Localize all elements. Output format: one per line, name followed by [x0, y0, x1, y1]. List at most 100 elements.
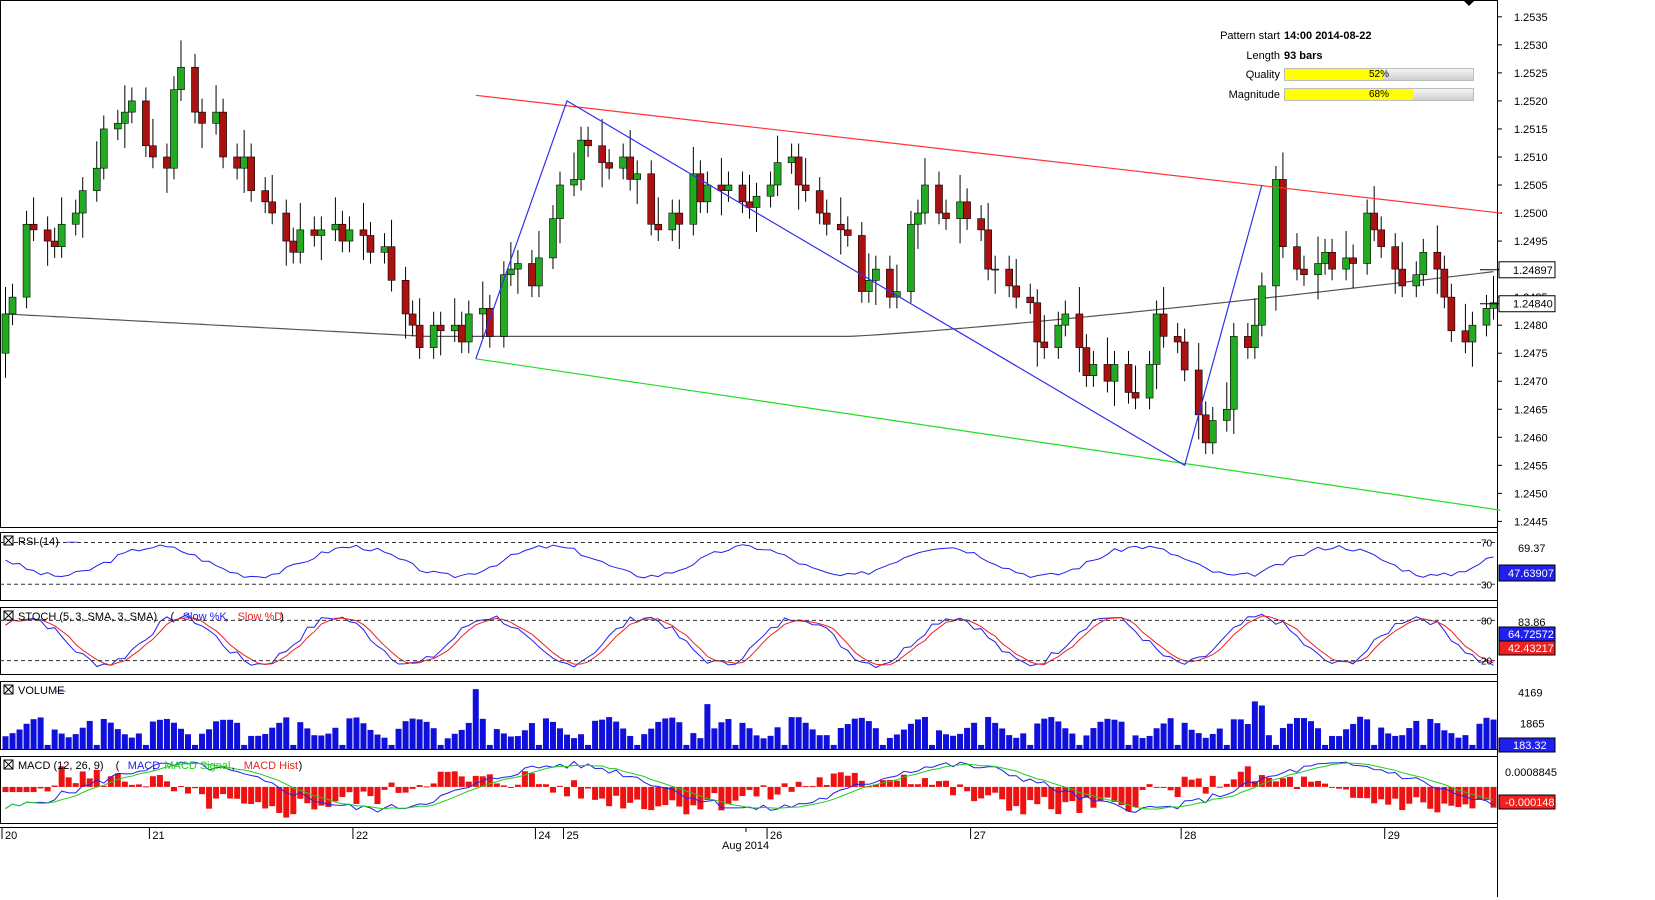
- candle-body: [1159, 313, 1168, 337]
- stoch-k-value-label: 64.72572: [1508, 629, 1554, 641]
- candle: [457, 311, 466, 354]
- price-tick-label: 1.2450: [1514, 488, 1548, 500]
- candle: [464, 300, 473, 354]
- volume-bar: [402, 721, 409, 749]
- x-tick-label: 27: [974, 830, 986, 842]
- candle: [22, 210, 31, 309]
- volume-bar: [283, 717, 290, 749]
- macd-hist-bar: [1371, 786, 1378, 804]
- candle: [1145, 350, 1154, 410]
- volume-bar: [107, 722, 114, 749]
- candle-body: [703, 184, 712, 203]
- candle: [1103, 337, 1112, 393]
- candle: [1321, 238, 1329, 275]
- candle-body: [345, 229, 354, 242]
- candle: [8, 283, 17, 326]
- volume-title: VOLUME: [18, 685, 64, 697]
- volume-bar: [1076, 744, 1083, 749]
- candle: [984, 202, 992, 281]
- volume-bar: [72, 734, 79, 749]
- volume-bar: [86, 720, 93, 749]
- volume-bar: [423, 721, 430, 749]
- macd-hist-bar: [1167, 786, 1174, 791]
- macd-max-label: 0.0008845: [1505, 767, 1557, 779]
- price-tick-label: 1.2445: [1514, 516, 1548, 528]
- volume-bar: [1111, 719, 1118, 749]
- candle-body: [486, 308, 494, 337]
- candle-body: [815, 190, 824, 214]
- candle: [766, 171, 775, 208]
- candle-body: [1244, 336, 1252, 348]
- macd-hist-bar: [767, 786, 774, 800]
- candle: [977, 205, 985, 242]
- chart-menu-arrow-icon[interactable]: [1463, 0, 1475, 6]
- stoch-d-legend: Slow %D: [238, 611, 283, 623]
- candle: [401, 266, 410, 339]
- macd-hist-bar: [669, 786, 676, 801]
- length-value: 93 bars: [1284, 50, 1323, 62]
- volume-bar: [458, 729, 465, 749]
- candle: [654, 197, 663, 242]
- candle-body: [408, 313, 417, 326]
- volume-bar: [156, 719, 163, 749]
- candle: [1461, 303, 1470, 354]
- volume-bar: [255, 735, 262, 749]
- candle-body: [528, 263, 536, 287]
- length-row: Length 93 bars: [1190, 48, 1490, 64]
- candle-body: [556, 184, 564, 219]
- macd-hist-bar: [149, 776, 156, 787]
- candle-body: [1131, 392, 1140, 399]
- candle: [570, 152, 578, 197]
- candle: [177, 40, 185, 101]
- candle-body: [380, 246, 389, 253]
- volume-bar: [950, 735, 957, 749]
- macd-hist-bar: [23, 786, 30, 793]
- macd-hist-bar: [1350, 786, 1357, 798]
- volume-bar: [290, 744, 297, 749]
- price-tick-label: 1.2530: [1514, 40, 1548, 52]
- volume-bar: [634, 744, 641, 749]
- rsi-line: [5, 544, 1494, 579]
- candle-body: [233, 156, 241, 169]
- macd-hist-bar: [1034, 786, 1041, 805]
- volume-bar: [184, 734, 191, 749]
- macd-comma: ,: [152, 760, 155, 772]
- candle: [914, 199, 922, 249]
- macd-hist-bar: [58, 766, 65, 787]
- volume-bar: [1308, 721, 1315, 749]
- magnitude-row: Magnitude 68%: [1190, 87, 1490, 103]
- macd-hist-bar: [1258, 775, 1265, 787]
- volume-bar: [395, 728, 402, 749]
- candle: [486, 294, 494, 348]
- volume-bar: [690, 733, 697, 749]
- candle: [310, 216, 319, 247]
- stoch-level-label: 80: [1481, 616, 1493, 627]
- candle-body: [92, 167, 101, 191]
- macd-hist-bar: [30, 786, 37, 793]
- macd-hist-bar: [760, 785, 767, 787]
- candle-body: [1124, 364, 1133, 393]
- macd-hist-bar: [1300, 776, 1307, 787]
- macd-hist-bar: [599, 786, 606, 799]
- volume-mid-label: 1865: [1520, 719, 1544, 731]
- volume-bar: [753, 735, 760, 749]
- price-tick-label: 1.2520: [1514, 96, 1548, 108]
- macd-hist-bar: [1244, 766, 1251, 787]
- macd-hist-bar: [528, 773, 535, 787]
- candle: [942, 199, 950, 230]
- candle: [1026, 283, 1035, 314]
- candle-body: [1251, 324, 1259, 348]
- volume-bar: [227, 719, 234, 749]
- channel-lower-line: [475, 358, 1501, 511]
- stoch-d-value-box: [1498, 640, 1556, 656]
- candle-body: [1173, 336, 1182, 343]
- macd-hist-bar: [1055, 786, 1062, 815]
- candle-body: [977, 218, 985, 231]
- candle-body: [535, 257, 543, 287]
- candle-body: [717, 184, 726, 191]
- macd-hist-bar: [339, 786, 346, 797]
- volume-bar: [1090, 728, 1097, 749]
- macd-hist-bar: [121, 781, 128, 787]
